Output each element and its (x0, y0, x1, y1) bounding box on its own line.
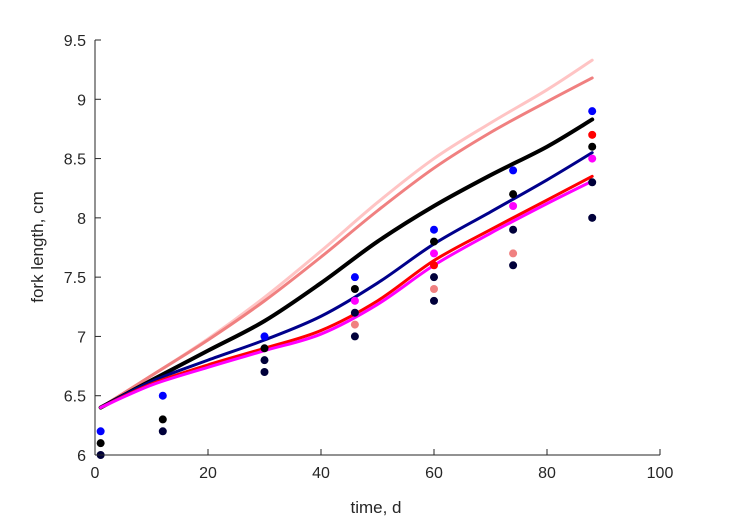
data-point (350, 273, 359, 282)
data-point (158, 391, 167, 400)
series-line-1 (99, 58, 594, 410)
y-tick-label: 7.5 (64, 270, 86, 287)
y-tick-label: 8 (77, 211, 86, 228)
data-point (509, 261, 518, 270)
data-point (350, 285, 359, 293)
data-point (430, 273, 438, 282)
data-point (588, 142, 597, 151)
data-point (509, 202, 518, 210)
y-tick-label: 9.5 (64, 33, 86, 50)
data-point (158, 427, 167, 436)
data-point (509, 225, 518, 234)
data-point (350, 332, 359, 341)
data-point (430, 296, 438, 305)
data-point (588, 178, 597, 187)
y-tick-label: 8.5 (64, 152, 86, 169)
data-point (430, 237, 438, 246)
series-line-3 (98, 117, 595, 410)
data-point (588, 107, 597, 116)
data-point (260, 344, 269, 353)
data-point (588, 213, 597, 222)
y-axis-ticks: 6 6.5 7 7.5 8 8.5 9 9.5 (64, 33, 101, 465)
data-point (588, 130, 597, 139)
series-line-6 (99, 179, 594, 410)
data-point (350, 308, 359, 317)
y-tick-label: 7 (77, 329, 86, 346)
data-point (96, 427, 105, 436)
x-tick-label: 40 (312, 465, 330, 482)
data-point (588, 154, 597, 163)
series-lines (98, 58, 595, 410)
x-tick-label: 100 (647, 465, 674, 482)
data-point (430, 225, 438, 234)
axes (94, 40, 660, 456)
series-line-4 (99, 151, 594, 410)
y-tick-label: 6 (77, 448, 86, 465)
x-tick-label: 0 (91, 465, 100, 482)
data-point (96, 439, 105, 448)
data-point (350, 296, 359, 305)
x-axis-label: time, d (350, 498, 401, 517)
data-point (430, 261, 438, 270)
x-tick-label: 20 (199, 465, 217, 482)
y-axis-label: fork length, cm (28, 191, 47, 303)
data-point (260, 356, 269, 365)
x-axis-ticks: 0 20 40 60 80 100 (91, 449, 674, 482)
data-point (509, 166, 518, 175)
y-tick-label: 9 (77, 92, 86, 109)
data-point (430, 285, 438, 293)
y-tick-label: 6.5 (64, 389, 86, 406)
x-tick-label: 80 (538, 465, 556, 482)
data-point (260, 368, 269, 376)
data-point (260, 332, 269, 341)
series-line-2 (99, 76, 594, 410)
data-point (430, 249, 438, 258)
data-point (509, 249, 518, 258)
data-point (158, 415, 167, 424)
data-point (350, 320, 359, 329)
data-point (509, 190, 518, 199)
x-tick-label: 60 (425, 465, 443, 482)
data-points (96, 107, 597, 459)
